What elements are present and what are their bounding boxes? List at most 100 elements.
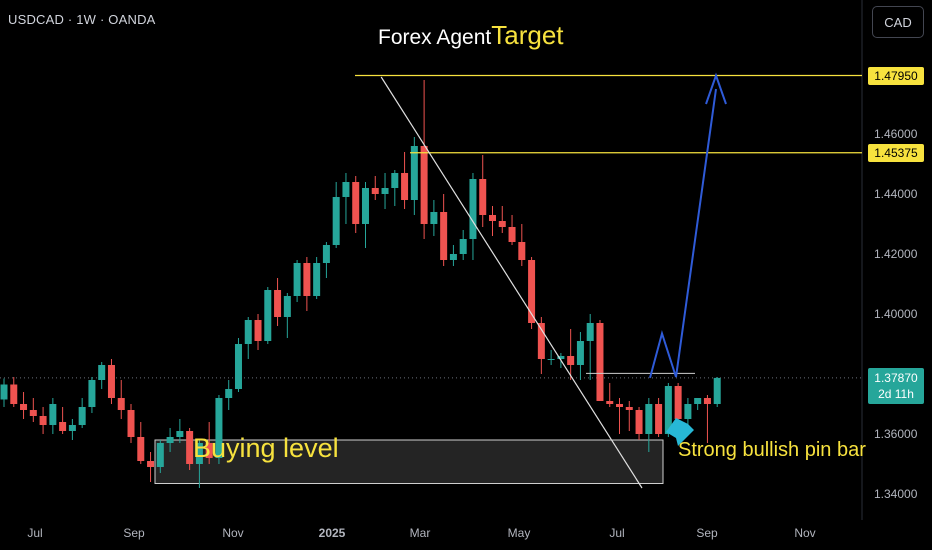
current-price-badge: 1.37870 2d 11h — [868, 367, 924, 404]
projection-arrow — [649, 88, 717, 379]
candle-body — [381, 188, 389, 194]
y-tick-label: 1.44000 — [874, 187, 918, 201]
candle-body — [20, 404, 28, 410]
x-tick-label: May — [508, 526, 531, 540]
y-tick-label: 1.36000 — [874, 427, 918, 441]
target2-badge: 1.45375 — [868, 143, 924, 162]
title-part-2: Target — [491, 20, 564, 50]
x-tick-label: Sep — [123, 526, 145, 540]
candle-body — [147, 461, 155, 467]
candle-body — [49, 404, 57, 425]
candle-body — [98, 365, 106, 380]
candle-body — [186, 431, 194, 464]
candle-body — [352, 182, 360, 224]
candle-body — [576, 341, 584, 365]
title-part-1: Forex Agent — [378, 26, 492, 49]
candle-body — [410, 146, 418, 200]
candle-body — [78, 407, 86, 425]
y-tick-label: 1.40000 — [874, 307, 918, 321]
candle-body — [68, 425, 76, 431]
candle-body — [479, 179, 487, 215]
candle-body — [234, 344, 242, 389]
candle-body — [440, 212, 448, 260]
candle-body — [537, 323, 545, 359]
candle-body — [137, 437, 145, 461]
chart-title: Forex Agent Target — [378, 20, 564, 51]
candle-body — [498, 221, 506, 227]
projection-arrowhead — [705, 72, 727, 105]
trendline — [380, 76, 643, 489]
candle-body — [489, 215, 496, 221]
candle-body — [215, 398, 223, 458]
candle-body — [606, 401, 614, 404]
buying-zone — [154, 439, 664, 484]
candle-body — [469, 179, 477, 239]
x-tick-label: Nov — [222, 526, 243, 540]
pin-bar-label: Strong bullish pin bar — [678, 439, 866, 461]
candle-body — [322, 245, 330, 263]
candle-body — [528, 260, 536, 323]
candle-body — [420, 146, 428, 224]
candle-body — [371, 188, 379, 194]
candle-body — [88, 380, 96, 407]
candle-body — [547, 359, 555, 360]
candle-body — [664, 386, 672, 434]
candle-body — [645, 404, 653, 434]
candle-body — [596, 323, 604, 401]
candle-body — [313, 263, 321, 296]
candle-body — [10, 384, 18, 404]
y-tick-label: 1.46000 — [874, 127, 918, 141]
symbol-label: USDCAD · 1W · OANDA — [8, 12, 156, 27]
candle-body — [508, 227, 516, 242]
x-tick-label: Mar — [410, 526, 431, 540]
candle-body — [586, 323, 594, 341]
y-tick-label: 1.42000 — [874, 247, 918, 261]
candle-body — [694, 398, 702, 404]
candle-body — [283, 296, 291, 317]
x-tick-label: Sep — [696, 526, 718, 540]
candle-body — [39, 416, 47, 425]
candle-body — [0, 384, 8, 400]
candle-body — [342, 182, 350, 197]
candle-body — [703, 398, 711, 404]
candle-body — [430, 212, 438, 224]
candle-body — [332, 197, 340, 245]
target1-badge: 1.47950 — [868, 66, 924, 85]
candle-body — [625, 407, 633, 410]
currency-button[interactable]: CAD — [872, 6, 924, 38]
candle-body — [655, 404, 663, 434]
candle-body — [264, 290, 272, 341]
pin-bar-pointer — [666, 418, 694, 446]
candle-body — [205, 443, 213, 458]
candle-body — [29, 410, 37, 416]
candle-body — [684, 404, 692, 419]
candle-body — [293, 263, 301, 296]
candle-body — [195, 443, 203, 464]
x-tick-label: Nov — [794, 526, 815, 540]
y-tick-label: 1.34000 — [874, 487, 918, 501]
candle-body — [616, 404, 624, 407]
candle-body — [254, 320, 262, 341]
candle-body — [459, 239, 467, 254]
x-tick-label: Jul — [609, 526, 624, 540]
candle-body — [567, 356, 575, 365]
countdown-value: 2d 11h — [878, 386, 914, 401]
candle-body — [361, 188, 369, 224]
candle-body — [127, 410, 135, 437]
x-tick-label: Jul — [27, 526, 42, 540]
current-price-value: 1.37870 — [874, 370, 918, 385]
candle-body — [518, 242, 526, 260]
candle-body — [244, 320, 252, 344]
candle-body — [401, 173, 409, 200]
x-tick-label: 2025 — [319, 526, 346, 540]
candle-body — [303, 263, 311, 296]
candle-body — [117, 398, 125, 410]
candle-body — [59, 422, 67, 431]
candle-body — [635, 410, 643, 434]
candle-body — [176, 431, 184, 437]
candle-body — [391, 173, 399, 188]
candle-body — [674, 386, 682, 419]
candle-body — [107, 365, 115, 398]
candle-body — [449, 254, 457, 260]
